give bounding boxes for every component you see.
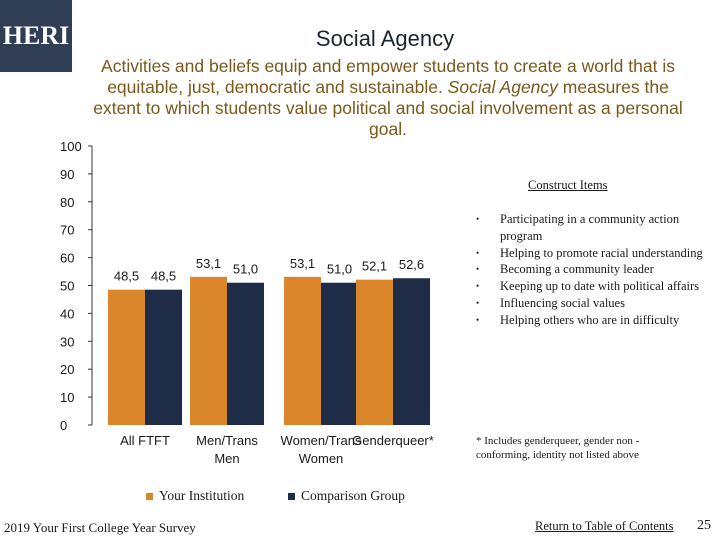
page-number: 25 [697, 518, 711, 533]
bullet-icon: • [476, 264, 480, 275]
legend-item-comparison-group: Comparison Group [288, 488, 405, 504]
return-to-toc-link[interactable]: Return to Table of Contents [535, 519, 674, 533]
x-category-label: Genderqueer* [352, 433, 434, 448]
y-tick-label: 80 [60, 195, 74, 210]
survey-name: 2019 Your First College Year Survey [4, 520, 196, 535]
legend-swatch-comparison-group [288, 493, 295, 501]
bar [356, 279, 393, 425]
x-category-label: Men [214, 451, 239, 466]
bar-value-label: 52,6 [399, 257, 424, 272]
bar-value-label: 51,0 [327, 262, 352, 277]
footnote: * Includes genderqueer, gender non - con… [476, 435, 640, 461]
construct-item: • Becoming a community leader [476, 261, 704, 278]
construct-item-text: Keeping up to date with political affair… [500, 279, 700, 294]
construct-item-text: Becoming a community leader [500, 262, 654, 277]
legend-item-your-institution: Your Institution [146, 488, 244, 504]
construct-item-text: Participating in a community action prog… [500, 212, 680, 243]
bar-value-label: 52,1 [362, 259, 387, 274]
y-tick-label: 10 [60, 390, 74, 405]
y-tick-label: 70 [60, 223, 74, 238]
bullet-icon: • [476, 314, 480, 325]
construct-items-title: Construct Items [528, 178, 608, 192]
legend-label-comparison-group: Comparison Group [301, 488, 405, 503]
bar [393, 278, 430, 425]
y-tick-label: 90 [60, 167, 74, 182]
construct-item-text: Helping to promote racial understanding [500, 245, 703, 260]
y-tick-label: 60 [60, 251, 74, 266]
y-tick-label: 40 [60, 306, 74, 321]
bar [227, 282, 264, 425]
bar-value-label: 53,1 [196, 256, 221, 271]
bars: 48,5 48,5 53,1 51,0 53,1 51,0 52,1 52,6 [108, 256, 430, 425]
bar-chart: 0 10 20 30 40 50 60 70 80 90 100 48,5 48,5 53,1 51,0 5… [60, 139, 434, 466]
description-text-2: measures the extent to which students va… [93, 77, 683, 139]
description-emphasis: Social Agency [447, 77, 558, 97]
bar [190, 276, 227, 425]
bullet-icon: • [476, 214, 480, 224]
x-axis-labels: All FTFT Men/Trans Men Women/Trans Women Gend… [120, 433, 434, 466]
construct-item-text: Helping others who are in difficulty [500, 312, 680, 327]
construct-item-text: Influencing social values [500, 295, 625, 310]
description-text-1: Activities and beliefs equip and empower… [101, 56, 675, 97]
construct-items-list: • Participating in a community action pro… [476, 211, 704, 329]
y-tick-label: 100 [60, 139, 82, 154]
x-category-label: All FTFT [120, 433, 170, 448]
construct-item: • Keeping up to date with political affai… [476, 278, 704, 295]
y-tick-label: 20 [60, 362, 74, 377]
construct-item: • Helping others who are in difficulty [476, 312, 704, 329]
bar [321, 282, 358, 425]
y-axis: 0 10 20 30 40 50 60 70 80 90 100 [60, 139, 93, 433]
y-tick-label: 0 [60, 418, 67, 433]
y-tick-label: 50 [60, 279, 74, 294]
x-category-label: Women [299, 451, 344, 466]
bullet-icon: • [476, 247, 480, 258]
x-category-label: Men/Trans [196, 433, 258, 448]
bar-value-label: 51,0 [233, 262, 258, 277]
bullet-icon: • [476, 297, 480, 308]
slide-description: Activities and beliefs equip and empower… [88, 56, 688, 140]
bullet-icon: • [476, 281, 480, 292]
slide-title: Social Agency [315, 26, 455, 51]
bar [284, 276, 321, 425]
construct-item: • Helping to promote racial understanding [476, 245, 704, 262]
y-tick-label: 30 [60, 334, 74, 349]
bar-value-label: 48,5 [151, 269, 176, 284]
bar-value-label: 53,1 [290, 256, 315, 271]
bar [145, 289, 182, 425]
legend-label-your-institution: Your Institution [159, 488, 245, 503]
construct-item: • Influencing social values [476, 295, 704, 312]
construct-item: • Participating in a community action pro… [476, 211, 704, 245]
x-category-label: Women/Trans [281, 433, 362, 448]
legend-swatch-your-institution [146, 493, 153, 501]
heri-logo: HERI [0, 0, 72, 72]
bar [108, 289, 145, 425]
bar-value-label: 48,5 [114, 269, 139, 284]
